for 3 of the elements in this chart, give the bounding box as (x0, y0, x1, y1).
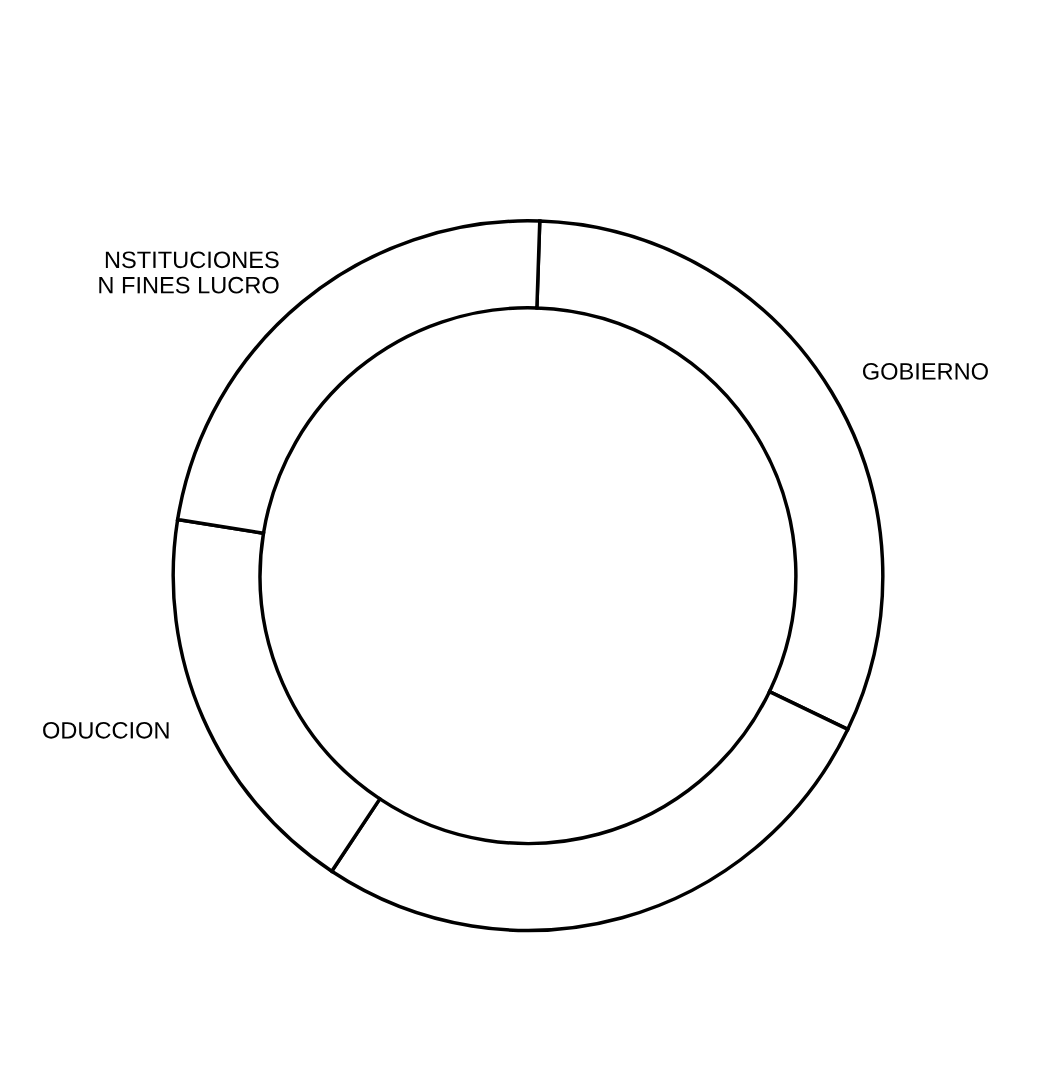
slice-label: ODUCCION (43, 721, 169, 739)
slice-label: GOBIERNO (862, 362, 988, 380)
slice-label: NSTITUCIONES N FINES LUCRO (99, 251, 279, 294)
